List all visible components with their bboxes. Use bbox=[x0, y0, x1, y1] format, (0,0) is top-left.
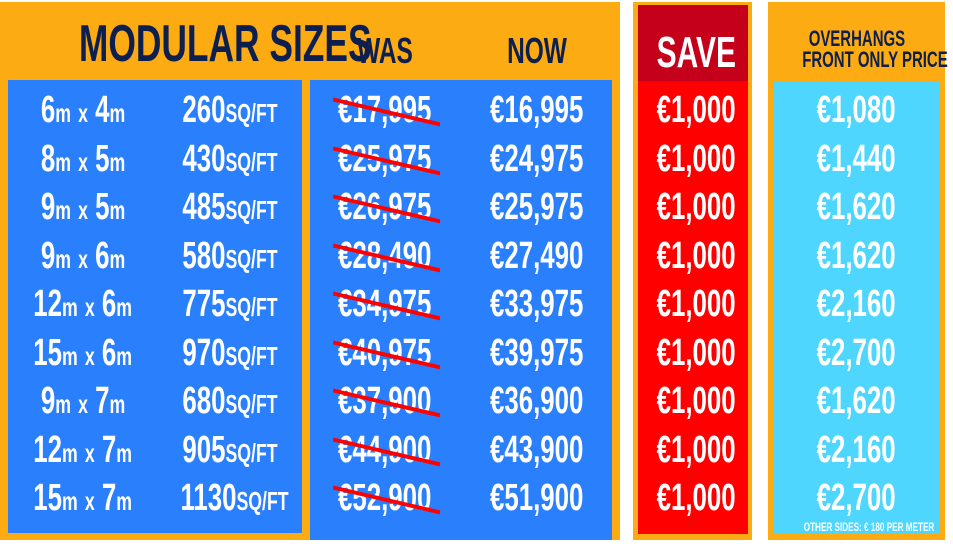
was-price: €26,975 bbox=[310, 183, 460, 231]
overhang-price: €2,700 bbox=[816, 477, 897, 519]
sizes-panel bbox=[8, 80, 302, 533]
overhang-price: €2,160 bbox=[816, 428, 897, 471]
was-header: WAS bbox=[357, 30, 413, 71]
overhangs-body bbox=[773, 81, 940, 534]
area-cell: 775SQ/FT bbox=[182, 283, 278, 325]
was-price: €44,900 bbox=[310, 426, 460, 474]
save-amount: €1,000 bbox=[656, 428, 736, 471]
overhang-price: €2,700 bbox=[816, 331, 897, 374]
now-price: €51,900 bbox=[490, 477, 584, 519]
now-price: €33,975 bbox=[490, 283, 584, 325]
now-price: €36,900 bbox=[490, 380, 584, 422]
save-amount: €1,000 bbox=[656, 380, 736, 422]
overhang-price: €1,620 bbox=[816, 186, 897, 228]
save-amount: €1,000 bbox=[656, 137, 736, 180]
size-cell: 12m x 6m bbox=[33, 283, 133, 325]
now-price: €25,975 bbox=[490, 186, 584, 228]
size-cell: 9m x 5m bbox=[40, 186, 126, 228]
overhang-price: €1,080 bbox=[816, 89, 897, 131]
was-price: €37,900 bbox=[310, 377, 460, 425]
overhang-price: €1,440 bbox=[816, 137, 897, 180]
now-price: €24,975 bbox=[490, 137, 584, 180]
now-price: €39,975 bbox=[490, 331, 584, 374]
save-amount: €1,000 bbox=[656, 331, 736, 374]
size-cell: 8m x 5m bbox=[40, 137, 126, 180]
size-cell: 12m x 7m bbox=[33, 428, 133, 471]
area-cell: 1130SQ/FT bbox=[180, 477, 289, 519]
overhangs-header: OVERHANGS FRONT ONLY PRICE bbox=[802, 26, 948, 72]
was-price: €25,975 bbox=[310, 135, 460, 183]
overhang-price: €2,160 bbox=[816, 283, 897, 325]
save-amount: €1,000 bbox=[656, 186, 736, 228]
overhang-price: €1,620 bbox=[816, 380, 897, 422]
other-sides-note: OTHER SIDES: € 180 PER METER bbox=[803, 520, 935, 534]
area-cell: 430SQ/FT bbox=[182, 137, 278, 180]
was-price: €34,975 bbox=[310, 280, 460, 328]
save-body bbox=[638, 81, 748, 534]
save-amount: €1,000 bbox=[656, 477, 736, 519]
save-amount: €1,000 bbox=[656, 89, 736, 131]
size-cell: 9m x 6m bbox=[40, 234, 126, 277]
save-amount: €1,000 bbox=[656, 283, 736, 325]
area-cell: 260SQ/FT bbox=[182, 89, 278, 131]
was-price: €40,975 bbox=[310, 329, 460, 377]
area-cell: 680SQ/FT bbox=[182, 380, 278, 422]
page-title: MODULAR SIZES bbox=[78, 15, 372, 73]
save-header: SAVE bbox=[638, 5, 748, 81]
was-price: €28,490 bbox=[310, 232, 460, 280]
was-price: €52,900 bbox=[310, 474, 460, 522]
size-cell: 15m x 7m bbox=[33, 477, 133, 519]
size-cell: 15m x 6m bbox=[33, 331, 133, 374]
now-price: €27,490 bbox=[490, 234, 584, 277]
area-cell: 970SQ/FT bbox=[182, 331, 278, 374]
size-cell: 6m x 4m bbox=[40, 89, 126, 131]
now-price: €16,995 bbox=[490, 89, 584, 131]
now-header: NOW bbox=[507, 30, 567, 71]
area-cell: 485SQ/FT bbox=[182, 186, 278, 228]
was-price: €17,995 bbox=[310, 86, 460, 134]
save-amount: €1,000 bbox=[656, 234, 736, 277]
overhang-price: €1,620 bbox=[816, 234, 897, 277]
now-price: €43,900 bbox=[490, 428, 584, 471]
area-cell: 905SQ/FT bbox=[182, 428, 278, 471]
size-cell: 9m x 7m bbox=[40, 380, 126, 422]
area-cell: 580SQ/FT bbox=[182, 234, 278, 277]
